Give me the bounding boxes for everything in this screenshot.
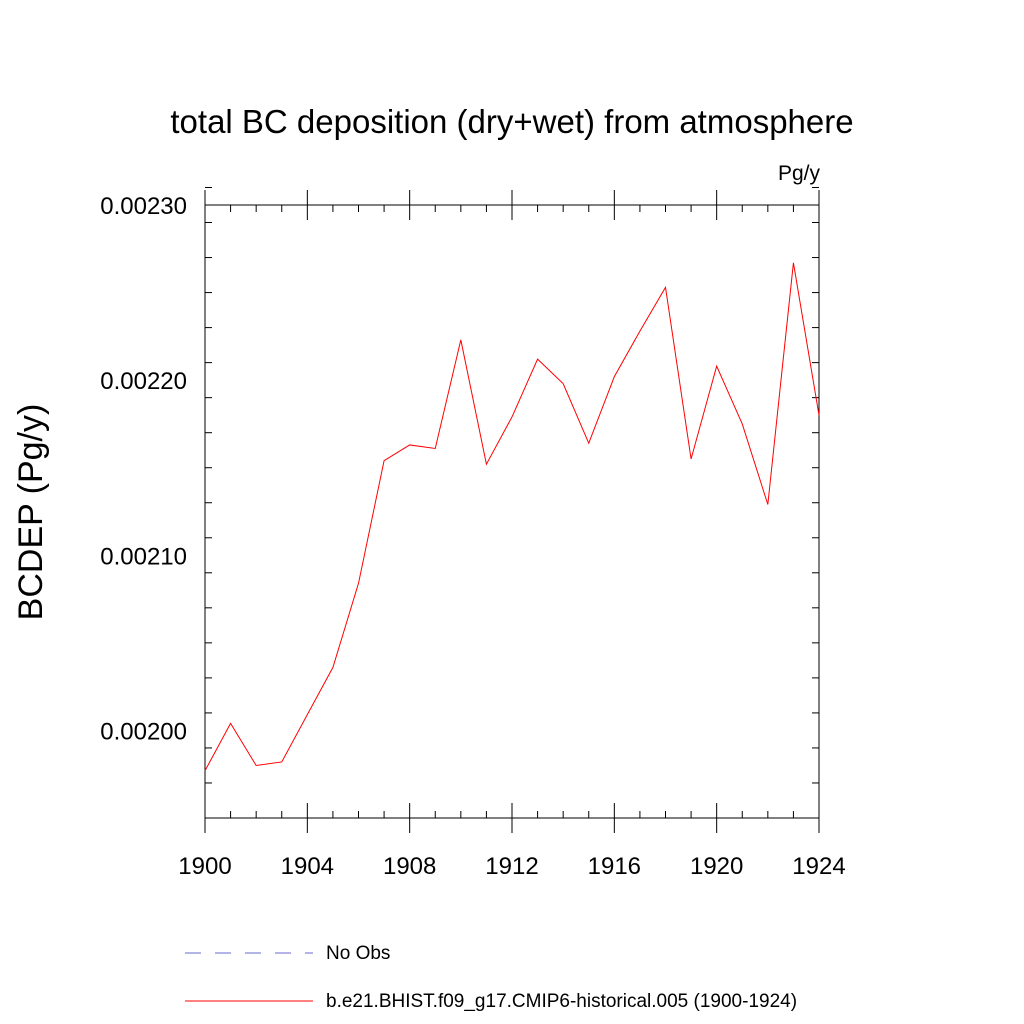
legend-label-historical: b.e21.BHIST.f09_g17.CMIP6-historical.005… — [326, 991, 797, 1012]
plot-frame — [204, 204, 820, 819]
x-tick-label: 1916 — [588, 853, 641, 880]
series-line-1 — [204, 262, 820, 771]
legend-label-no-obs: No Obs — [326, 943, 390, 964]
x-tick-label: 1908 — [383, 853, 436, 880]
x-tick-label: 1924 — [792, 853, 845, 880]
y-axis-label: BCDEP (Pg/y) — [12, 404, 50, 621]
y-tick-label: 0.00210 — [100, 543, 187, 570]
x-tick-label: 1900 — [178, 853, 231, 880]
x-tick-label: 1920 — [690, 853, 743, 880]
y-tick-label: 0.00200 — [100, 718, 187, 745]
x-tick-label: 1904 — [281, 853, 334, 880]
units-label: Pg/y — [778, 162, 821, 185]
y-tick-label: 0.00230 — [100, 193, 187, 220]
series-layer — [204, 262, 820, 771]
chart-title: total BC deposition (dry+wet) from atmos… — [170, 103, 853, 140]
legend: No Obs b.e21.BHIST.f09_g17.CMIP6-histori… — [185, 943, 797, 1012]
y-ticks: 0.00200 0.00210 0.00220 0.00230 — [100, 186, 819, 819]
x-tick-label: 1912 — [485, 853, 538, 880]
x-ticks: 1900 1904 1908 1912 1916 1920 1924 — [178, 190, 846, 880]
y-tick-label: 0.00220 — [100, 368, 187, 395]
